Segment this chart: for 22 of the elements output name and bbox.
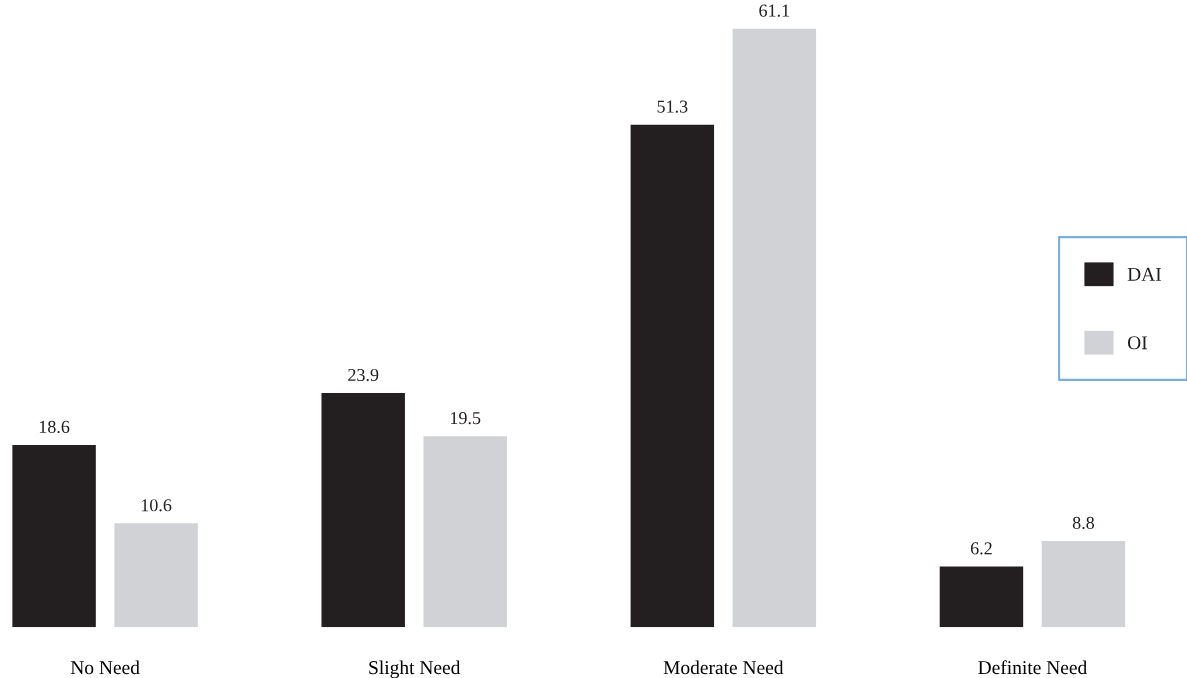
legend-label: DAI (1127, 267, 1162, 281)
bar (939, 566, 1024, 628)
x-tick-label: No Need (70, 660, 140, 675)
data-label: 10.6 (141, 499, 172, 512)
data-label: 8.8 (1072, 516, 1095, 530)
bar (1041, 540, 1126, 628)
x-tick-label: Moderate Need (663, 660, 784, 675)
data-label: 23.9 (348, 368, 379, 382)
data-label: 61.1 (759, 4, 790, 17)
legend-label: OI (1127, 336, 1147, 350)
data-label: 18.6 (39, 420, 70, 434)
bar (12, 444, 96, 628)
x-tick-label: Definite Need (978, 660, 1087, 675)
data-label: 19.5 (451, 412, 481, 425)
bar (321, 393, 405, 628)
data-label: 51.3 (657, 100, 688, 113)
bar (423, 436, 507, 628)
bar (732, 28, 817, 628)
bar (630, 124, 715, 628)
bar (114, 523, 198, 628)
x-tick-label: Slight Need (369, 660, 461, 678)
data-label: 6.2 (970, 542, 992, 555)
